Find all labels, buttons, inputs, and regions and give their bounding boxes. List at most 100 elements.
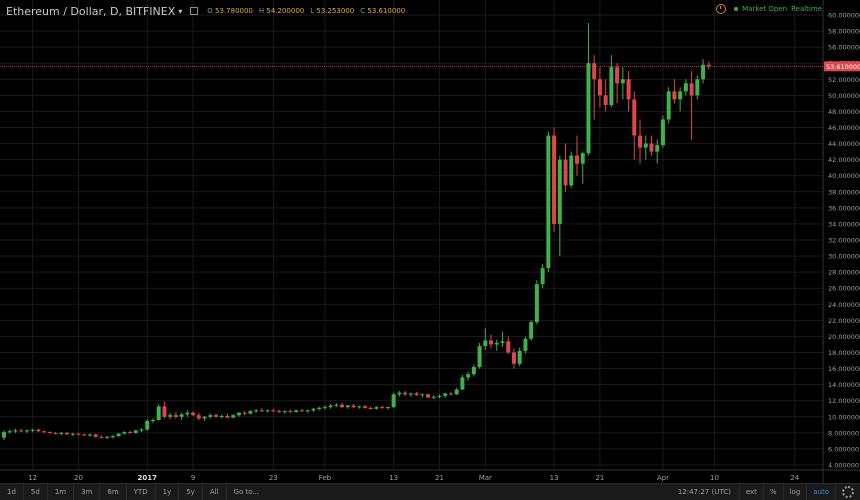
clock-icon[interactable]: [716, 4, 727, 14]
candle-body: [65, 432, 70, 435]
candle-body: [185, 412, 190, 415]
candle-body: [517, 350, 522, 364]
candle-body: [443, 393, 448, 396]
candle-body: [271, 410, 276, 412]
candle-body: [105, 436, 110, 438]
range-5d[interactable]: 5d: [24, 484, 48, 500]
candle-body: [128, 432, 133, 434]
x-tick-label: 2017: [138, 474, 158, 482]
candle-body: [288, 411, 293, 413]
x-tick-label: 23: [269, 474, 278, 482]
y-tick-label: 10.000000: [828, 413, 860, 421]
goto-button[interactable]: Go to...: [233, 488, 260, 496]
candle-body: [265, 410, 270, 412]
candle-body: [380, 407, 385, 409]
x-tick-label: 10: [710, 474, 719, 482]
candle-body: [82, 434, 87, 436]
ohlc-toggle-icon[interactable]: [190, 7, 199, 15]
candle-body: [494, 342, 499, 345]
candle-body: [368, 407, 373, 409]
range-3m[interactable]: 3m: [74, 484, 101, 500]
utc-clock[interactable]: 12:47:27 (UTC): [677, 488, 731, 496]
candle-body: [391, 394, 396, 408]
candle-body: [540, 268, 545, 285]
candle-body: [179, 414, 184, 417]
candle-body: [277, 411, 282, 413]
candle-body: [638, 135, 643, 148]
candle-body: [30, 429, 35, 431]
range-1m[interactable]: 1m: [48, 484, 75, 500]
candle-body: [259, 410, 264, 412]
y-tick-label: 46.000000: [828, 124, 860, 132]
price-chart[interactable]: 60.00000058.00000056.00000054.00000052.0…: [0, 0, 860, 483]
candle-body: [374, 407, 379, 409]
candle-body: [575, 155, 579, 164]
candle-body: [351, 405, 356, 408]
auto-toggle[interactable]: auto: [806, 484, 835, 500]
candle-body: [523, 338, 528, 351]
range-5y[interactable]: 5y: [179, 484, 203, 500]
market-open-label: Market Open: [742, 5, 788, 13]
candle-body: [168, 415, 173, 417]
y-tick-label: 52.000000: [828, 76, 860, 84]
candle-body: [609, 67, 614, 105]
candle-body: [471, 366, 476, 375]
bottom-toolbar: 1d 5d 1m 3m 6m YTD 1y 5y All Go to... 12…: [0, 483, 860, 500]
candle-body: [2, 432, 6, 438]
candle-body: [437, 395, 442, 397]
candle-body: [448, 393, 453, 395]
symbol-title[interactable]: Ethereum / Dollar, D, BITFINEX: [6, 4, 176, 18]
log-toggle[interactable]: log: [782, 484, 807, 500]
candle-body: [219, 415, 224, 417]
candle-body: [87, 434, 92, 436]
candle-body: [225, 415, 230, 418]
y-tick-label: 6.000000: [828, 445, 859, 453]
range-1d[interactable]: 1d: [0, 484, 24, 500]
range-all[interactable]: All: [203, 484, 227, 500]
candle-body: [317, 407, 322, 409]
y-tick-label: 4.000000: [828, 462, 859, 470]
candle-body: [643, 143, 648, 148]
candle-body: [655, 145, 660, 152]
ohlc-low: L 53.253000: [310, 7, 355, 15]
x-tick-label: 9: [191, 474, 195, 482]
candle-body: [385, 407, 390, 409]
y-tick-label: 60.000000: [828, 12, 860, 20]
candle-body: [116, 433, 121, 437]
y-tick-label: 56.000000: [828, 44, 860, 52]
candle-body: [597, 79, 602, 96]
candle-body: [196, 415, 201, 419]
y-tick-label: 22.000000: [828, 317, 860, 325]
candle-body: [156, 406, 161, 420]
y-tick-label: 42.000000: [828, 156, 860, 164]
y-tick-label: 8.000000: [828, 429, 859, 437]
candle-body: [534, 284, 539, 322]
candle-body: [47, 432, 52, 434]
settings-button[interactable]: [835, 484, 860, 500]
percent-toggle[interactable]: %: [762, 484, 783, 500]
range-1y[interactable]: 1y: [156, 484, 180, 500]
range-ytd[interactable]: YTD: [127, 484, 156, 500]
ext-toggle[interactable]: ext: [738, 484, 763, 500]
candle-body: [311, 408, 316, 411]
y-tick-label: 44.000000: [828, 140, 860, 148]
y-tick-label: 16.000000: [828, 365, 860, 373]
candle-body: [552, 135, 557, 224]
symbol-dropdown-icon[interactable]: ▾: [178, 6, 183, 16]
candle-body: [70, 433, 75, 435]
candle-body: [340, 404, 345, 408]
candle-body: [19, 430, 24, 432]
y-tick-label: 18.000000: [828, 349, 860, 357]
y-tick-label: 38.000000: [828, 188, 860, 196]
candle-body: [173, 415, 178, 417]
gear-icon: [842, 486, 854, 498]
x-tick-label: 13: [389, 474, 398, 482]
candle-body: [191, 412, 196, 416]
candle-body: [214, 415, 219, 417]
candle-body: [689, 83, 694, 96]
candle-body: [202, 416, 207, 419]
range-6m[interactable]: 6m: [100, 484, 127, 500]
candle-body: [563, 159, 568, 186]
candle-body: [282, 411, 287, 413]
candle-body: [511, 352, 516, 364]
